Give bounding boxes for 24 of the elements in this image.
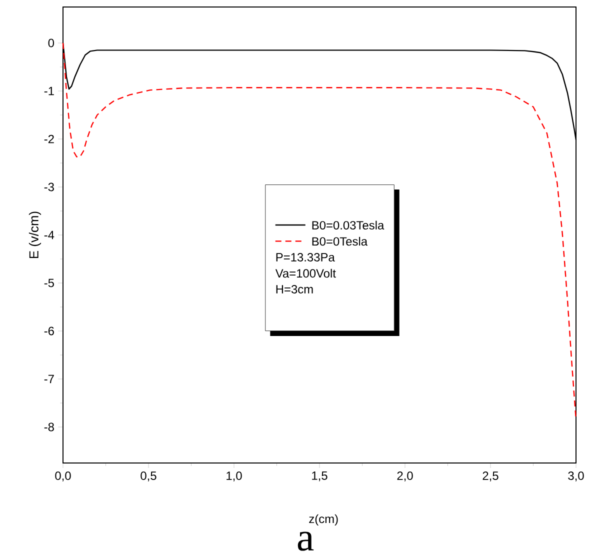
x-tick-label: 0,5 — [140, 472, 156, 482]
legend-label: B0=0Tesla — [312, 236, 368, 246]
x-axis-title: z(cm) — [309, 514, 338, 526]
y-tick-label: 0 — [48, 38, 54, 48]
x-tick-label: 1,0 — [226, 472, 242, 482]
y-tick-label: -8 — [44, 422, 54, 432]
annotation: Va=100Volt — [275, 268, 336, 278]
annotation: P=13.33Pa — [276, 253, 335, 262]
x-tick-label: 1,5 — [312, 472, 328, 482]
y-tick-label: -7 — [44, 374, 54, 384]
legend-label: B0=0.03Tesla — [312, 220, 384, 230]
x-tick-label: 3,0 — [568, 472, 584, 482]
y-tick-label: -5 — [44, 278, 54, 288]
text: a — [298, 532, 314, 551]
y-tick-label: -4 — [44, 230, 54, 240]
x-tick-label: 2,0 — [397, 472, 413, 482]
y-tick-label: -6 — [44, 326, 54, 336]
y-tick-label: -3 — [44, 182, 54, 192]
annotation: H=3cm — [276, 285, 313, 294]
y-tick-label: -1 — [44, 86, 54, 96]
y-axis-title: E (v/cm) — [28, 212, 42, 258]
x-tick-label: 0,0 — [55, 472, 71, 482]
y-tick-label: -2 — [44, 134, 54, 144]
x-tick-label: 2,5 — [482, 472, 498, 482]
